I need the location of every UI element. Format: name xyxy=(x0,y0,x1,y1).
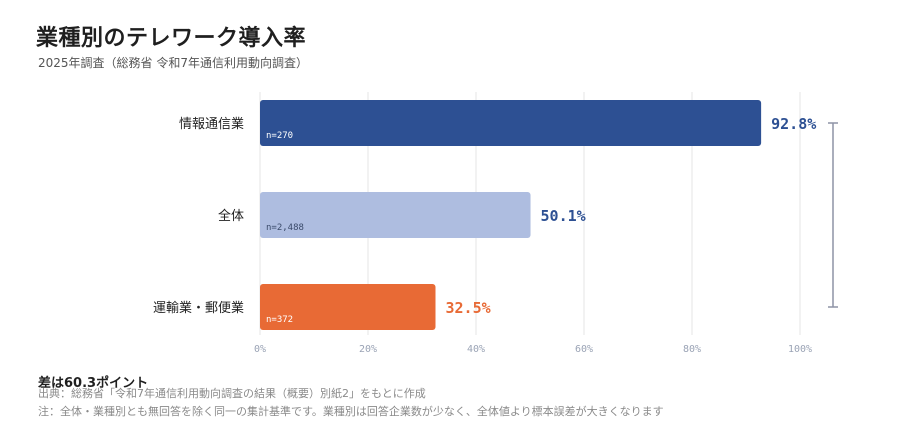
source-note: 出典：総務省「令和7年通信利用動向調査の結果（概要）別紙2」をもとに作成 xyxy=(38,387,426,400)
value-label: 92.8% xyxy=(771,115,816,133)
category-label: 運輸業・郵便業 xyxy=(153,300,244,316)
category-label: 全体 xyxy=(218,208,244,224)
x-tick-label: 80% xyxy=(683,344,701,355)
x-tick-label: 20% xyxy=(359,344,377,355)
sample-size-label: n=372 xyxy=(266,315,293,325)
bar xyxy=(260,100,762,146)
bar xyxy=(260,284,436,330)
gap-note: 差は60.3ポイント xyxy=(38,376,149,391)
sample-size-label: n=2,488 xyxy=(266,223,304,233)
footnote: 注：全体・業種別とも無回答を除く同一の集計基準です。業種別は回答企業数が少なく、… xyxy=(38,405,664,418)
value-label: 50.1% xyxy=(541,207,586,225)
value-label: 32.5% xyxy=(446,299,491,317)
chart-subtitle: 2025年調査（総務省 令和7年通信利用動向調査） xyxy=(38,56,308,70)
chart-title: 業種別のテレワーク導入率 xyxy=(36,26,307,51)
x-tick-label: 40% xyxy=(467,344,485,355)
x-tick-label: 60% xyxy=(575,344,593,355)
x-tick-label: 100% xyxy=(788,344,812,355)
sample-size-label: n=270 xyxy=(266,131,293,141)
x-tick-label: 0% xyxy=(254,344,266,355)
bar xyxy=(260,192,531,238)
category-label: 情報通信業 xyxy=(179,116,244,132)
